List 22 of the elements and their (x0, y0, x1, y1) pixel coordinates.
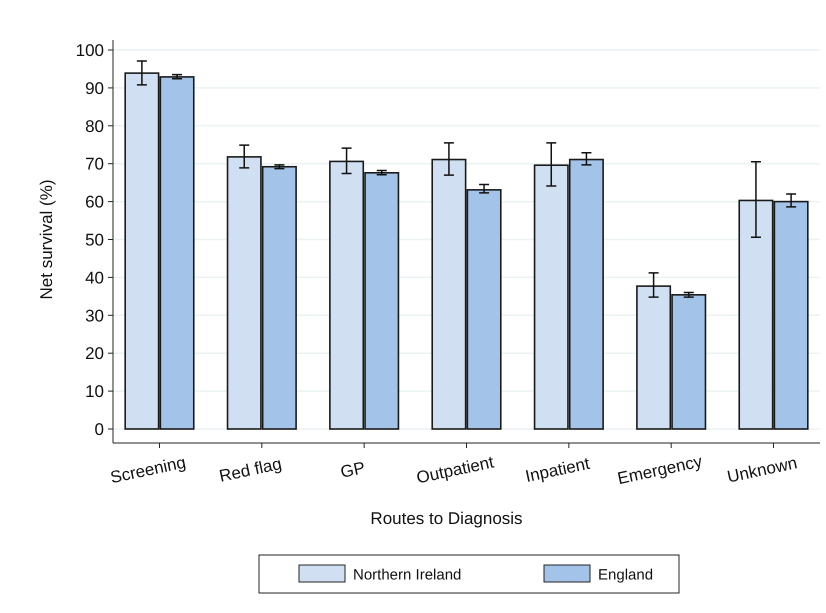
x-tick-label: Emergency (616, 452, 704, 488)
y-tick-label: 30 (85, 306, 104, 326)
y-tick-label: 60 (85, 192, 104, 212)
y-tick-label: 20 (85, 344, 104, 364)
x-tick-label: Inpatient (524, 454, 592, 486)
y-tick-label: 100 (76, 40, 104, 60)
y-axis-title: Net survival (%) (37, 180, 56, 300)
legend-label: England (598, 566, 654, 584)
y-tick-label: 0 (94, 420, 104, 439)
y-tick-label: 50 (85, 230, 104, 250)
y-tick-label: 90 (85, 78, 104, 98)
x-tick-label: GP (338, 458, 367, 482)
y-tick-label: 10 (85, 382, 104, 402)
legend-label: Northern Ireland (353, 566, 462, 584)
x-axis-title: Routes to Diagnosis (370, 509, 523, 528)
x-tick-label: Unknown (726, 453, 799, 487)
y-tick-label: 80 (85, 116, 104, 136)
x-tick-label: Outpatient (414, 452, 496, 488)
y-tick-label: 40 (85, 268, 104, 288)
x-tick-label: Screening (108, 452, 188, 488)
x-tick-label: Red flag (217, 454, 284, 486)
y-tick-label: 70 (85, 154, 104, 174)
